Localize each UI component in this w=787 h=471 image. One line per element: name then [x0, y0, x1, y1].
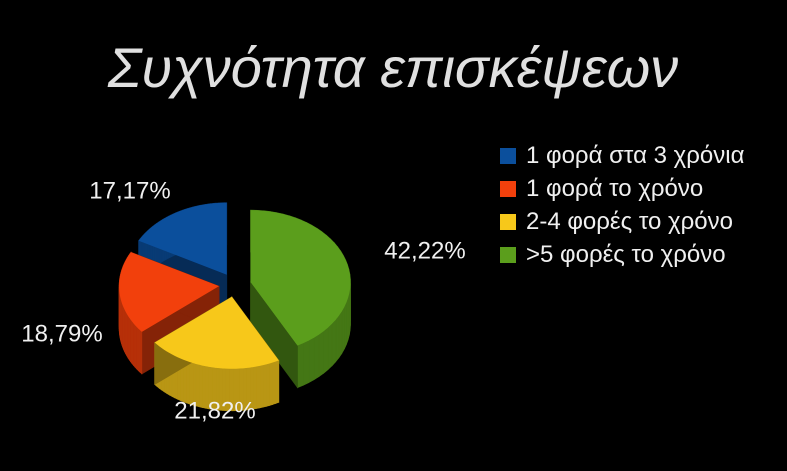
data-label: 17,17%: [89, 177, 170, 204]
data-label: 21,82%: [174, 397, 255, 424]
legend: 1 φορά στα 3 χρόνια 1 φορά το χρόνο 2-4 φο…: [500, 140, 770, 270]
slice-side: [308, 337, 315, 384]
slice-side: [262, 363, 267, 408]
slice-top: [138, 202, 227, 275]
slice-side: [335, 314, 340, 363]
slice-side: [269, 362, 273, 406]
legend-label: 1 φορά το χρόνο: [526, 175, 704, 202]
slice-top: [154, 296, 279, 369]
legend-swatch: [500, 181, 516, 197]
slice-top: [119, 252, 220, 332]
legend-entry: >5 φορές το χρόνο: [500, 239, 770, 270]
slice-side: [256, 365, 261, 409]
slice: [154, 295, 280, 412]
slice-top: [250, 210, 351, 346]
slice-side: [297, 342, 304, 389]
slice-side: [266, 363, 270, 407]
slice-side: [344, 302, 347, 350]
legend-label: 2-4 φορές το χρόνο: [526, 208, 733, 235]
slice-side: [275, 359, 280, 404]
slice-side: [341, 305, 345, 355]
slice-side: [272, 361, 277, 405]
slice-side: [259, 364, 264, 409]
slice-side: [318, 330, 324, 378]
legend-swatch: [500, 148, 516, 164]
legend-entry: 2-4 φορές το χρόνο: [500, 206, 770, 237]
chart-title: Συχνότητα επισκέψεων: [107, 36, 678, 99]
data-label: 42,22%: [384, 237, 465, 264]
slice-side: [313, 334, 320, 381]
legend-label: >5 φορές το χρόνο: [526, 241, 726, 268]
slice-side: [302, 340, 310, 386]
legend-entry: 1 φορά το χρόνο: [500, 173, 770, 204]
legend-swatch: [500, 214, 516, 230]
slice-side: [323, 326, 329, 374]
slice-side: [331, 319, 337, 367]
slice-side: [327, 323, 333, 371]
slice-side: [338, 310, 343, 359]
legend-swatch: [500, 247, 516, 263]
legend-label: 1 φορά στα 3 χρόνια: [526, 142, 745, 169]
data-label: 18,79%: [21, 320, 102, 347]
slice: [250, 209, 351, 389]
legend-entry: 1 φορά στα 3 χρόνια: [500, 140, 770, 171]
